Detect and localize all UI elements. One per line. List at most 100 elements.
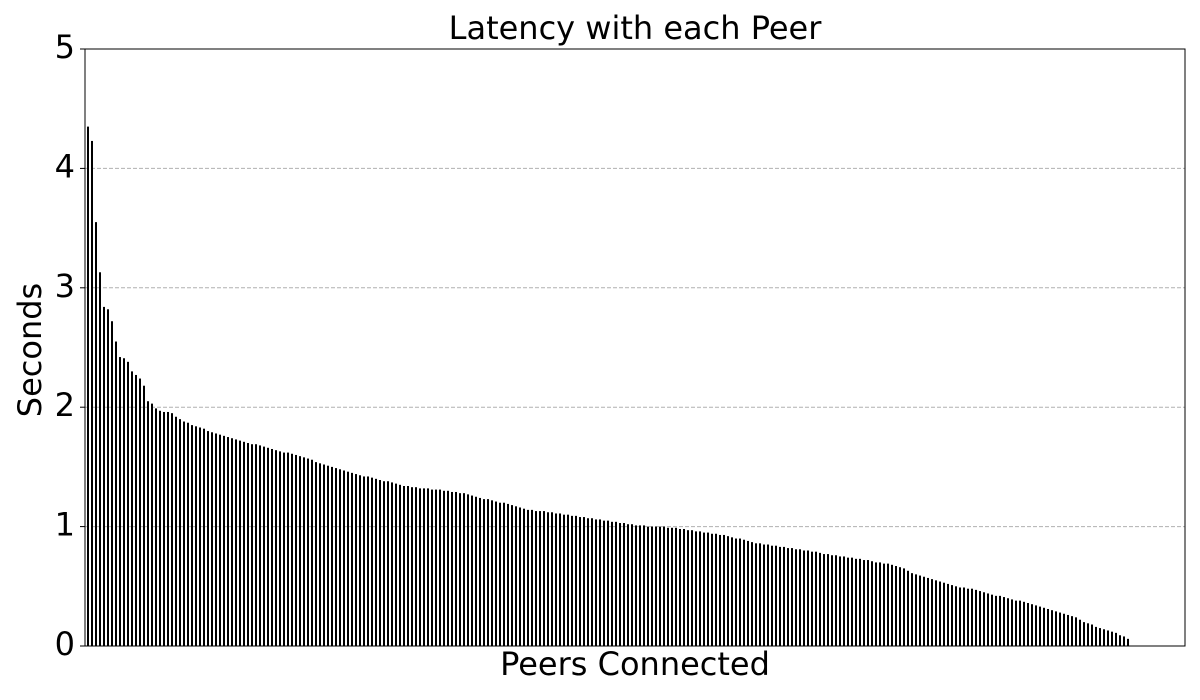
bar bbox=[159, 410, 161, 646]
bar bbox=[591, 518, 593, 646]
bar bbox=[323, 464, 325, 646]
bar bbox=[195, 426, 197, 646]
bar bbox=[783, 546, 785, 646]
bar bbox=[747, 540, 749, 646]
bar bbox=[263, 446, 265, 646]
bar bbox=[435, 489, 437, 646]
bar bbox=[1035, 605, 1037, 646]
bar bbox=[315, 462, 317, 646]
bar bbox=[911, 573, 913, 646]
bar bbox=[555, 513, 557, 646]
bar bbox=[131, 371, 133, 646]
bar bbox=[851, 557, 853, 646]
bar bbox=[383, 481, 385, 646]
bar bbox=[407, 486, 409, 646]
bar bbox=[919, 575, 921, 646]
y-tick-label: 4 bbox=[55, 147, 75, 185]
bar bbox=[395, 483, 397, 646]
bar bbox=[299, 456, 301, 646]
bar bbox=[987, 593, 989, 646]
bar bbox=[547, 512, 549, 646]
bar bbox=[719, 534, 721, 646]
bar bbox=[1079, 619, 1081, 646]
bar bbox=[643, 525, 645, 646]
bar bbox=[99, 272, 101, 646]
bar bbox=[743, 539, 745, 646]
bar bbox=[179, 419, 181, 646]
bar bbox=[679, 528, 681, 646]
bar bbox=[659, 526, 661, 646]
bar bbox=[939, 581, 941, 646]
bar bbox=[943, 582, 945, 646]
bar bbox=[455, 491, 457, 646]
bar bbox=[187, 422, 189, 646]
bar bbox=[539, 511, 541, 646]
bar bbox=[279, 451, 281, 646]
bar bbox=[335, 468, 337, 646]
bar bbox=[239, 440, 241, 646]
bar bbox=[1063, 613, 1065, 646]
bar bbox=[1127, 638, 1129, 646]
bar bbox=[899, 567, 901, 646]
bar bbox=[291, 453, 293, 646]
bar bbox=[971, 588, 973, 646]
bar bbox=[1103, 629, 1105, 646]
bar bbox=[931, 579, 933, 646]
bar bbox=[255, 444, 257, 646]
bar bbox=[379, 480, 381, 646]
bar bbox=[791, 548, 793, 646]
bar bbox=[711, 533, 713, 646]
bar bbox=[147, 401, 149, 646]
bar bbox=[87, 126, 89, 647]
bar bbox=[571, 515, 573, 646]
bar bbox=[199, 427, 201, 646]
bar bbox=[259, 445, 261, 646]
bar bbox=[1123, 636, 1125, 646]
bar bbox=[119, 357, 121, 646]
bar bbox=[439, 489, 441, 646]
bar bbox=[415, 487, 417, 646]
bar bbox=[699, 531, 701, 646]
bar bbox=[803, 550, 805, 646]
bar bbox=[959, 587, 961, 646]
y-axis-label: Seconds bbox=[11, 283, 49, 417]
bar bbox=[411, 487, 413, 646]
bar bbox=[463, 493, 465, 646]
bar bbox=[947, 583, 949, 646]
bar bbox=[339, 469, 341, 646]
bar bbox=[627, 524, 629, 646]
bar bbox=[471, 495, 473, 646]
bar bbox=[1087, 623, 1089, 646]
y-tick-label: 3 bbox=[55, 267, 75, 305]
bar bbox=[951, 585, 953, 646]
bar bbox=[495, 501, 497, 646]
bar bbox=[1015, 600, 1017, 646]
bar bbox=[467, 494, 469, 646]
bar bbox=[623, 523, 625, 646]
bar bbox=[763, 544, 765, 646]
bar bbox=[979, 591, 981, 646]
bar bbox=[527, 509, 529, 646]
bar bbox=[331, 466, 333, 646]
bar bbox=[251, 444, 253, 646]
bar bbox=[867, 560, 869, 646]
bar bbox=[579, 517, 581, 646]
bar bbox=[707, 532, 709, 646]
bar bbox=[1019, 600, 1021, 646]
bar bbox=[995, 595, 997, 646]
bar bbox=[175, 416, 177, 646]
bar bbox=[319, 463, 321, 646]
bar bbox=[243, 441, 245, 646]
bar bbox=[563, 514, 565, 646]
bar bbox=[879, 562, 881, 646]
bar bbox=[427, 488, 429, 646]
bar bbox=[639, 525, 641, 646]
bar bbox=[235, 439, 237, 646]
bar bbox=[491, 500, 493, 646]
bar bbox=[595, 519, 597, 646]
bar bbox=[599, 519, 601, 646]
bar bbox=[211, 432, 213, 646]
bar bbox=[1095, 626, 1097, 646]
bar bbox=[399, 484, 401, 646]
